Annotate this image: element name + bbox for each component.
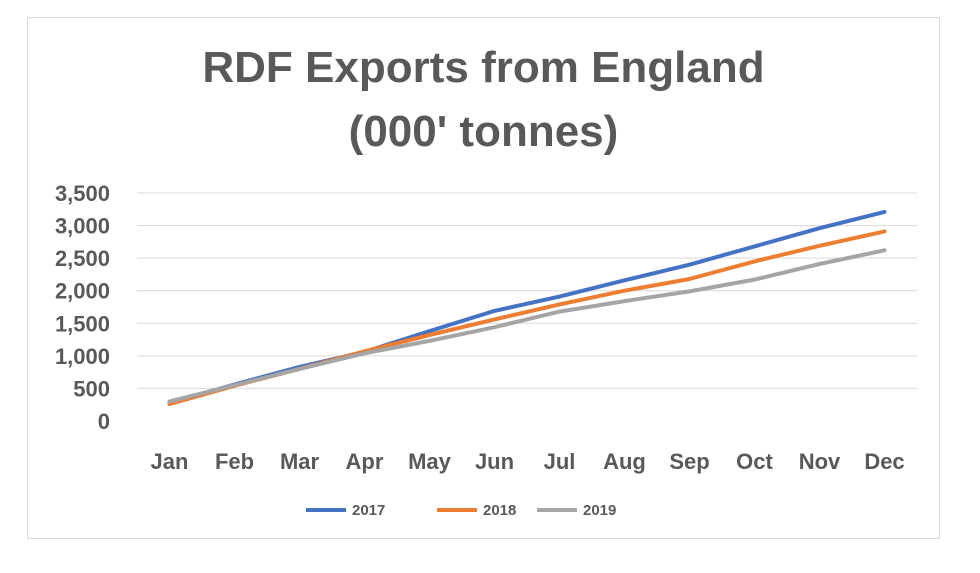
x-tick-label: Sep — [669, 449, 709, 474]
x-tick-label: Feb — [215, 449, 254, 474]
legend-label-2019: 2019 — [583, 502, 616, 519]
x-tick-label: Nov — [799, 449, 841, 474]
x-tick-label: Jul — [544, 449, 576, 474]
x-tick-label: Aug — [603, 449, 646, 474]
y-axis-tick-labels: 0 500 1,000 1,500 2,000 2,500 3,000 3,500 — [55, 181, 110, 434]
x-axis-tick-labels: Jan Feb Mar Apr May Jun Jul Aug Sep Oct Nov Dec — [151, 449, 905, 474]
y-tick-label: 1,000 — [55, 344, 110, 369]
chart-title-line-1: RDF Exports from England — [202, 43, 765, 92]
y-tick-label: 3,000 — [55, 214, 110, 239]
x-tick-label: Dec — [864, 449, 904, 474]
x-tick-label: Jan — [151, 449, 189, 474]
chart-title-line-2: (000' tonnes) — [348, 107, 619, 156]
x-tick-label: Jun — [475, 449, 514, 474]
y-tick-label: 0 — [98, 409, 110, 434]
legend: 2017 2018 2019 — [306, 502, 616, 519]
y-tick-label: 1,500 — [55, 311, 110, 336]
legend-label-2017: 2017 — [352, 502, 385, 519]
y-tick-label: 2,500 — [55, 246, 110, 271]
y-tick-label: 500 — [73, 376, 110, 401]
x-tick-label: Apr — [346, 449, 384, 474]
gridlines — [137, 192, 917, 389]
chart-frame — [27, 17, 940, 539]
x-tick-label: May — [408, 449, 452, 474]
series-lines — [167, 209, 887, 407]
x-tick-label: Oct — [736, 449, 773, 474]
series-line-2019 — [167, 248, 887, 404]
y-tick-label: 2,000 — [55, 279, 110, 304]
x-tick-label: Mar — [280, 449, 320, 474]
y-tick-label: 3,500 — [55, 181, 110, 206]
legend-label-2018: 2018 — [483, 502, 516, 519]
